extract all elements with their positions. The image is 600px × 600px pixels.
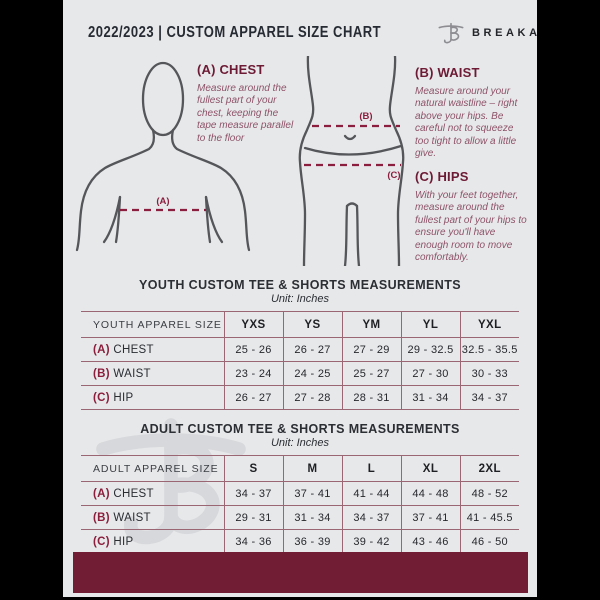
cell: 26 - 27	[282, 337, 342, 362]
table-row: (A) CHEST 34 - 37 37 - 41 41 - 44 44 - 4…	[81, 481, 519, 506]
cell: 34 - 37	[223, 481, 283, 506]
size-column-header: YXS	[223, 311, 283, 338]
chest-note: (A) CHEST Measure around the fullest par…	[197, 62, 297, 145]
cell: 44 - 48	[400, 481, 460, 506]
table-row: (B) WAIST 23 - 24 24 - 25 25 - 27 27 - 3…	[81, 361, 519, 386]
cell: 27 - 29	[341, 337, 401, 362]
chest-marker-label: (A)	[156, 196, 169, 207]
hips-heading: (C) HIPS	[415, 169, 469, 184]
size-column-header: YXL	[459, 311, 519, 338]
measuring-guide: (A) (A) CHEST Measure around the fullest…	[63, 56, 537, 268]
cell: 37 - 41	[282, 481, 342, 506]
row-name: CHEST	[113, 343, 154, 356]
cell: 30 - 33	[459, 361, 519, 386]
cell: 36 - 39	[282, 529, 342, 554]
youth-table-title: YOUTH CUSTOM TEE & SHORTS MEASUREMENTS	[139, 278, 461, 292]
table-row: (C) HIP 26 - 27 27 - 28 28 - 31 31 - 34 …	[81, 385, 519, 410]
cell: 24 - 25	[282, 361, 342, 386]
row-key: (C)	[93, 391, 110, 404]
adult-table-title: ADULT CUSTOM TEE & SHORTS MEASUREMENTS	[140, 422, 460, 436]
cell: 37 - 41	[400, 505, 460, 530]
row-key: (C)	[93, 535, 110, 548]
watermark-b-icon	[96, 418, 246, 545]
cell: 23 - 24	[223, 361, 283, 386]
size-column-header: YL	[400, 311, 460, 338]
youth-unit-label: Unit: Inches	[270, 293, 330, 305]
upper-body-figure-icon: (A)	[75, 61, 251, 252]
row-key: (B)	[93, 367, 110, 380]
size-column-header: S	[223, 455, 283, 482]
chest-instructions: Measure around the fullest part of your …	[197, 83, 294, 144]
table-row: (C) HIP 34 - 36 36 - 39 39 - 42 43 - 46 …	[81, 529, 519, 554]
adult-unit-label: Unit: Inches	[270, 437, 330, 449]
brand-lockup: BREAKAWAY	[437, 19, 537, 47]
row-name: HIP	[113, 535, 134, 548]
adult-table-section: ADULT CUSTOM TEE & SHORTS MEASUREMENTS U…	[63, 422, 537, 554]
cell: 41 - 44	[341, 481, 401, 506]
waist-heading: (B) WAIST	[415, 65, 480, 80]
cell: 27 - 28	[282, 385, 342, 410]
cell: 31 - 34	[400, 385, 460, 410]
brand-name: BREAKAWAY	[471, 27, 537, 39]
cell: 26 - 27	[223, 385, 283, 410]
cell: 27 - 30	[400, 361, 460, 386]
adult-size-label: ADULT APPAREL SIZE	[93, 462, 219, 475]
chest-heading: (A) CHEST	[197, 62, 265, 77]
cell: 29 - 31	[223, 505, 283, 530]
cell: 48 - 52	[459, 481, 519, 506]
cell: 28 - 31	[341, 385, 401, 410]
waist-marker-label: (B)	[359, 111, 372, 122]
size-chart-page: 2022/2023 | CUSTOM APPAREL SIZE CHART BR…	[63, 0, 537, 597]
size-column-header: XL	[400, 455, 460, 482]
cell: 39 - 42	[341, 529, 401, 554]
cell: 25 - 26	[223, 337, 283, 362]
cell: 46 - 50	[459, 529, 519, 554]
cell: 41 - 45.5	[459, 505, 519, 530]
youth-size-table: YOUTH APPAREL SIZE YXS YS YM YL YXL (A) …	[81, 311, 519, 410]
hips-note: (C) HIPS With your feet together, measur…	[415, 169, 527, 264]
page-title: 2022/2023 | CUSTOM APPAREL SIZE CHART	[88, 24, 382, 41]
cell: 43 - 46	[400, 529, 460, 554]
header: 2022/2023 | CUSTOM APPAREL SIZE CHART BR…	[63, 0, 537, 50]
table-row: (A) CHEST 25 - 26 26 - 27 27 - 29 29 - 3…	[81, 337, 519, 362]
lower-body-figure-icon: (B) (C)	[298, 56, 405, 266]
size-column-header: M	[282, 455, 342, 482]
cell: 34 - 37	[459, 385, 519, 410]
cell: 32.5 - 35.5	[459, 337, 519, 362]
adult-header-row: ADULT APPAREL SIZE S M L XL 2XL	[81, 455, 519, 482]
breakaway-b-logo-icon	[438, 22, 464, 44]
cell: 29 - 32.5	[400, 337, 460, 362]
row-name: HIP	[113, 391, 134, 404]
size-column-header: 2XL	[459, 455, 519, 482]
hips-marker-label: (C)	[387, 170, 400, 181]
row-name: WAIST	[113, 511, 151, 524]
cell: 25 - 27	[341, 361, 401, 386]
table-row: (B) WAIST 29 - 31 31 - 34 34 - 37 37 - 4…	[81, 505, 519, 530]
size-column-header: YS	[282, 311, 342, 338]
footer-bar	[73, 552, 528, 593]
size-column-header: L	[341, 455, 401, 482]
youth-table-section: YOUTH CUSTOM TEE & SHORTS MEASUREMENTS U…	[63, 278, 537, 410]
youth-size-label: YOUTH APPAREL SIZE	[93, 318, 222, 331]
row-key: (B)	[93, 511, 110, 524]
row-key: (A)	[93, 343, 110, 356]
waist-instructions: Measure around your natural waistline – …	[415, 86, 518, 159]
cell: 34 - 37	[341, 505, 401, 530]
waist-note: (B) WAIST Measure around your natural wa…	[415, 65, 523, 160]
cell: 31 - 34	[282, 505, 342, 530]
row-name: WAIST	[113, 367, 151, 380]
row-key: (A)	[93, 487, 110, 500]
cell: 34 - 36	[223, 529, 283, 554]
adult-size-table: ADULT APPAREL SIZE S M L XL 2XL (A) CHES…	[81, 455, 519, 554]
size-column-header: YM	[341, 311, 401, 338]
row-name: CHEST	[113, 487, 154, 500]
youth-header-row: YOUTH APPAREL SIZE YXS YS YM YL YXL	[81, 311, 519, 338]
hips-instructions: With your feet together, measure around …	[415, 190, 527, 263]
